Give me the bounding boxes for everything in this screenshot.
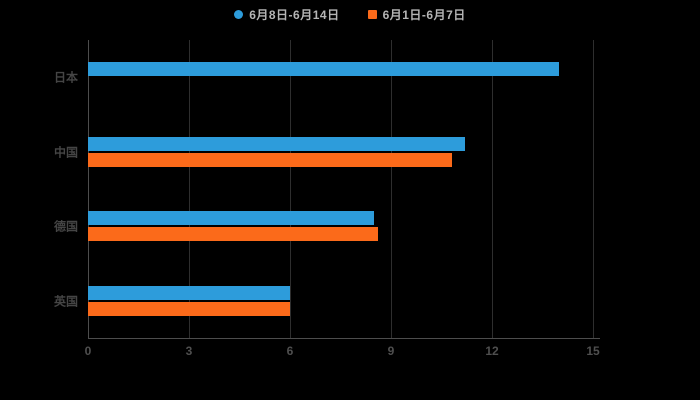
legend-marker-orange-icon [367, 10, 377, 19]
gridline [189, 40, 190, 338]
bar[interactable] [88, 211, 375, 226]
gridline [391, 40, 392, 338]
bar[interactable] [88, 227, 378, 242]
y-axis-line [88, 40, 89, 338]
x-tick-label: 15 [586, 344, 600, 358]
x-tick-label: 9 [387, 344, 395, 358]
x-tick-label: 12 [485, 344, 499, 358]
gridline [290, 40, 291, 338]
bar[interactable] [88, 285, 290, 300]
gridline [492, 40, 493, 338]
plot-area: 日本中国德国英国 0 3 6 9 12 15 [54, 40, 600, 358]
x-tick-label: 3 [185, 344, 193, 358]
legend-marker-blue-icon [234, 10, 244, 19]
bar[interactable] [88, 152, 452, 167]
category-label: 中国 [53, 145, 78, 160]
category-label: 英国 [53, 294, 78, 309]
legend-item-week2[interactable]: 6月8日-6月14日 [234, 6, 339, 23]
category-label: 日本 [53, 70, 78, 85]
bar[interactable] [88, 301, 290, 316]
legend-label-week1: 6月1日-6月7日 [382, 8, 466, 22]
x-tick-label: 0 [84, 344, 92, 358]
legend-item-week1[interactable]: 6月1日-6月7日 [367, 6, 466, 23]
gridline [593, 40, 594, 338]
x-tick-label: 6 [286, 344, 294, 358]
bar[interactable] [88, 136, 466, 151]
chart-legend: 6月8日-6月14日 6月1日-6月7日 [0, 6, 700, 23]
category-label: 德国 [53, 219, 78, 234]
legend-label-week2: 6月8日-6月14日 [249, 8, 340, 22]
bar[interactable] [88, 62, 560, 77]
